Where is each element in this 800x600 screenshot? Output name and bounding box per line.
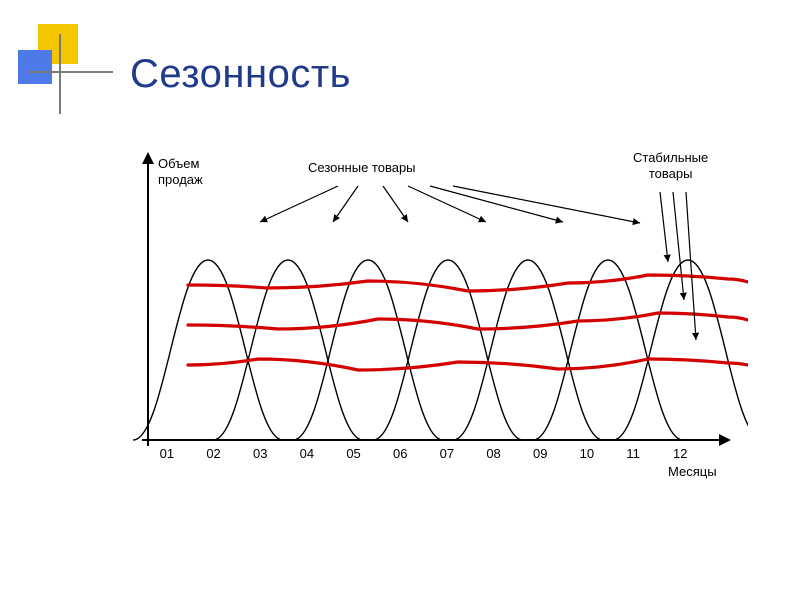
y-axis-label: Объем продаж [158, 156, 203, 189]
x-tick: 06 [393, 446, 407, 462]
x-tick: 10 [580, 446, 594, 462]
x-tick: 08 [486, 446, 500, 462]
x-tick: 12 [673, 446, 687, 462]
legend-stable-goods: Стабильные товары [633, 150, 708, 183]
x-tick: 03 [253, 446, 267, 462]
slide-title: Сезонность [130, 52, 351, 97]
x-tick: 09 [533, 446, 547, 462]
corner-decoration [18, 24, 128, 134]
x-tick: 07 [440, 446, 454, 462]
x-tick: 04 [300, 446, 314, 462]
x-tick: 05 [346, 446, 360, 462]
chart-svg [108, 150, 748, 510]
x-tick: 11 [626, 446, 640, 462]
corner-decoration-svg [18, 24, 128, 134]
x-tick: 02 [206, 446, 220, 462]
legend-seasonal-goods: Сезонные товары [308, 160, 416, 176]
x-axis-label: Месяцы [668, 464, 717, 480]
x-tick: 01 [160, 446, 174, 462]
seasonality-chart: Объем продаж Месяцы Сезонные товары Стаб… [108, 150, 748, 510]
